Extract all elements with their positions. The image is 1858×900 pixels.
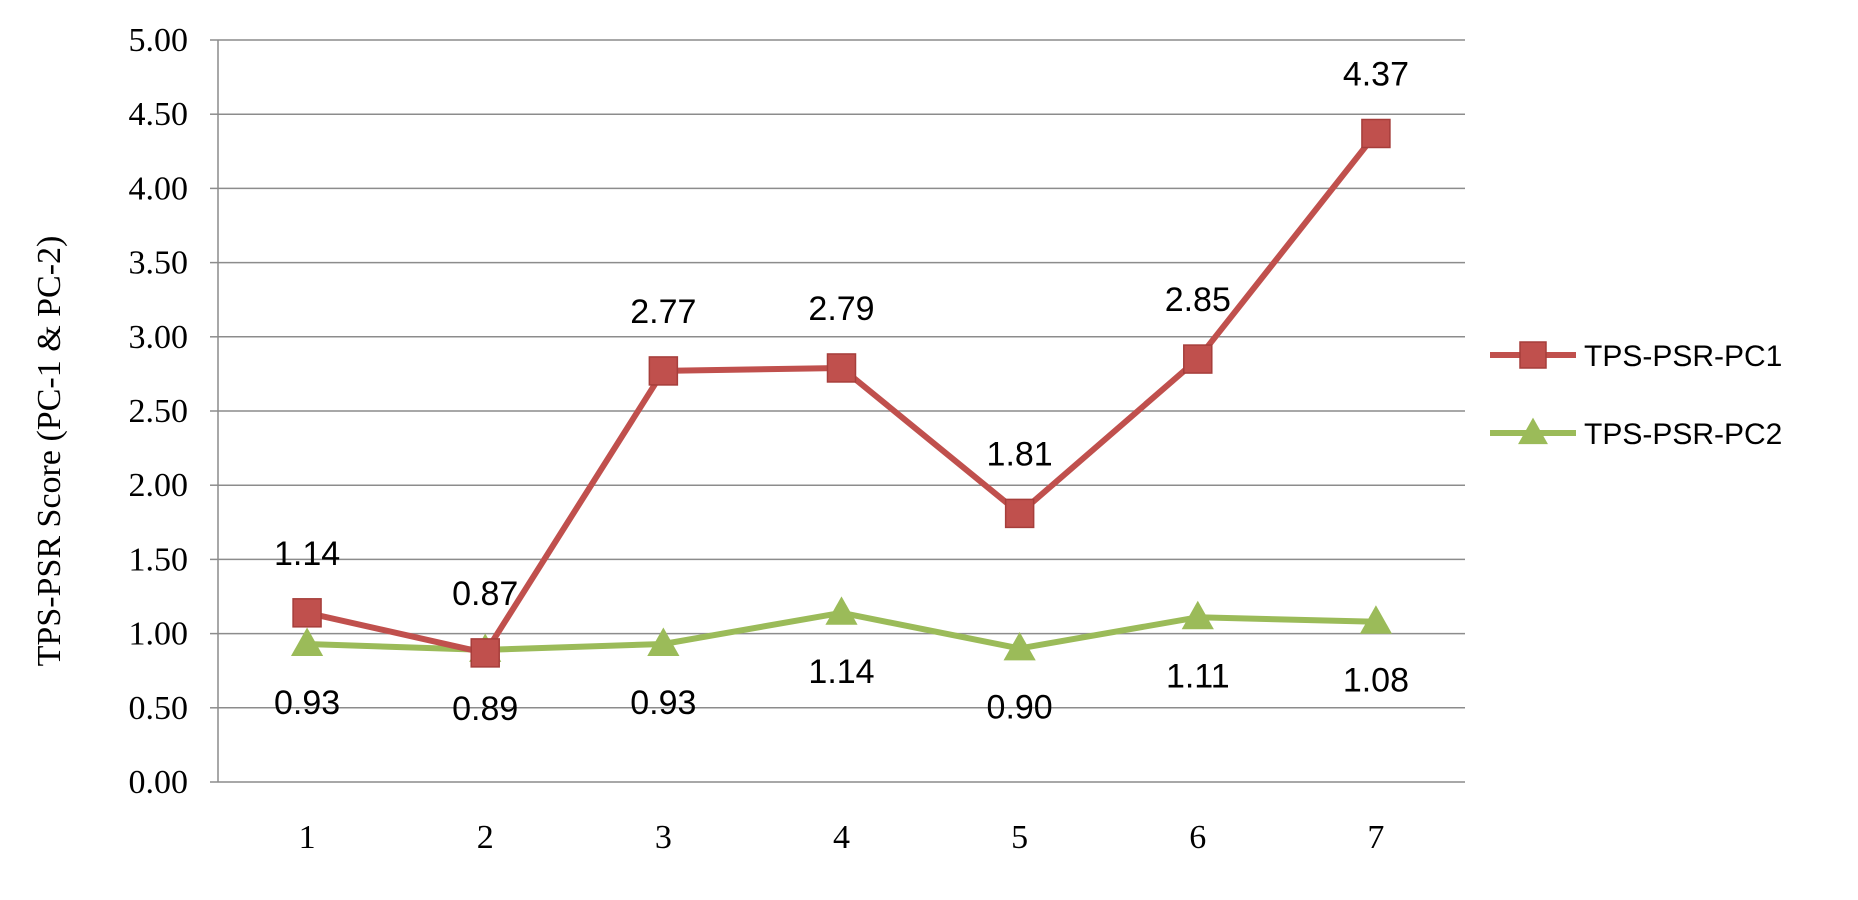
axes xyxy=(210,39,1465,783)
y-tick-label: 3.50 xyxy=(129,245,189,282)
x-tick-label: 6 xyxy=(1189,819,1206,856)
legend-label: TPS-PSR-PC2 xyxy=(1584,418,1782,451)
x-tick-labels: 1 2 3 4 5 6 7 xyxy=(299,819,1385,856)
y-tick-label: 2.50 xyxy=(129,393,189,430)
x-tick-label: 4 xyxy=(833,819,850,856)
data-label: 0.89 xyxy=(452,690,518,728)
legend-marker xyxy=(1518,417,1548,445)
series xyxy=(290,118,1393,668)
data-point-triangle xyxy=(1181,600,1214,630)
data-point-triangle xyxy=(1003,631,1036,661)
y-tick-label: 4.50 xyxy=(129,96,189,133)
data-label: 0.87 xyxy=(452,575,518,613)
data-label: 1.14 xyxy=(808,653,874,691)
data-point-square xyxy=(470,638,500,668)
gridlines xyxy=(218,39,1465,709)
data-label: 0.90 xyxy=(987,688,1053,726)
x-tick-label: 5 xyxy=(1011,819,1028,856)
legend-label: TPS-PSR-PC1 xyxy=(1584,340,1782,373)
y-tick-label: 5.00 xyxy=(129,22,189,59)
data-labels: 0.93 0.89 0.93 1.14 0.90 1.11 1.08 1.14 0.87 2.77… xyxy=(274,55,1409,727)
y-tick-label: 0.50 xyxy=(129,690,189,727)
data-label: 1.11 xyxy=(1166,657,1230,695)
legend-item: TPS-PSR-PC2 xyxy=(1490,417,1782,451)
data-point-triangle xyxy=(647,627,680,656)
legend: TPS-PSR-PC1 TPS-PSR-PC2 xyxy=(1490,340,1782,451)
data-point-triangle xyxy=(825,596,858,625)
x-tick-label: 2 xyxy=(477,819,494,856)
y-tick-label: 1.00 xyxy=(129,616,189,653)
series-tps-psr-pc1 xyxy=(292,118,1391,668)
data-point-square xyxy=(1004,498,1035,529)
data-point-square xyxy=(648,356,679,386)
data-label: 1.81 xyxy=(987,435,1053,473)
y-tick-label: 3.00 xyxy=(129,319,189,356)
data-label: 0.93 xyxy=(274,684,340,722)
x-tick-label: 3 xyxy=(655,819,672,856)
data-point-square xyxy=(1183,344,1213,374)
y-tick-label: 2.00 xyxy=(129,467,189,504)
data-label: 1.08 xyxy=(1343,662,1409,700)
data-point-triangle xyxy=(290,627,324,656)
y-tick-label: 0.00 xyxy=(129,764,189,801)
x-tick-label: 7 xyxy=(1367,819,1384,856)
data-label: 1.14 xyxy=(274,535,340,573)
legend-item: TPS-PSR-PC1 xyxy=(1490,340,1782,373)
data-label: 0.93 xyxy=(630,684,696,722)
data-point-square xyxy=(1361,118,1391,149)
y-axis-title: TPS-PSR Score (PC-1 & PC-2) xyxy=(31,236,68,667)
x-tick-label: 1 xyxy=(299,819,316,856)
data-label: 4.37 xyxy=(1343,55,1409,93)
data-point-square xyxy=(826,353,857,383)
y-tick-labels: 0.00 0.50 1.00 1.50 2.00 2.50 3.00 3.50 4.00 4.50… xyxy=(129,22,189,801)
data-label: 2.85 xyxy=(1165,281,1231,319)
data-point-square xyxy=(292,598,322,628)
data-point-triangle xyxy=(1359,605,1393,634)
y-tick-label: 1.50 xyxy=(129,541,189,578)
data-label: 2.77 xyxy=(630,293,696,331)
data-label: 2.79 xyxy=(808,290,874,328)
legend-marker xyxy=(1519,341,1547,369)
y-tick-label: 4.00 xyxy=(129,170,189,207)
